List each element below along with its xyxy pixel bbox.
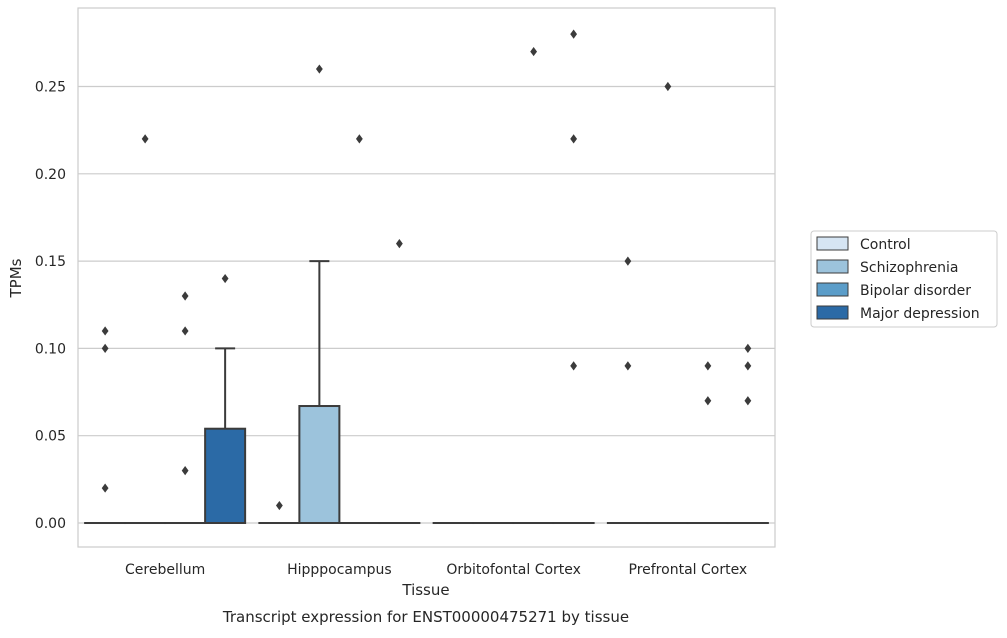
legend-swatch-control <box>817 237 848 250</box>
legend-label-bipolar-disorder: Bipolar disorder <box>860 283 971 299</box>
y-tick-label: 0.15 <box>35 254 66 270</box>
legend-label-major-depression: Major depression <box>860 306 980 322</box>
outlier-point <box>570 30 577 39</box>
outlier-point <box>276 501 283 510</box>
outlier-point <box>182 291 189 300</box>
box-body <box>299 406 339 523</box>
outliers <box>102 30 752 511</box>
x-tick-label: Orbitofontal Cortex <box>446 562 581 578</box>
outlier-point <box>744 361 751 370</box>
gridlines <box>78 87 775 524</box>
chart-caption: Transcript expression for ENST0000047527… <box>222 608 629 626</box>
outlier-point <box>624 257 631 266</box>
outlier-point <box>182 466 189 475</box>
x-axis-label: Tissue <box>401 581 449 599</box>
outlier-point <box>744 396 751 405</box>
y-tick-label: 0.05 <box>35 429 66 445</box>
x-tick-label: Prefrontal Cortex <box>629 562 748 578</box>
legend-label-schizophrenia: Schizophrenia <box>860 260 958 276</box>
outlier-point <box>316 64 323 73</box>
outlier-point <box>222 274 229 283</box>
legend-swatch-major-depression <box>817 306 848 319</box>
legend-label-control: Control <box>860 237 911 253</box>
y-tick-label: 0.00 <box>35 516 66 532</box>
outlier-point <box>102 483 109 492</box>
outlier-point <box>744 344 751 353</box>
legend: Control Schizophrenia Bipolar disorder Majo… <box>811 231 997 327</box>
outlier-point <box>570 361 577 370</box>
outlier-point <box>396 239 403 248</box>
outlier-point <box>142 134 149 143</box>
y-tick-label: 0.20 <box>35 167 66 183</box>
outlier-point <box>704 396 711 405</box>
boxes <box>85 261 768 523</box>
outlier-point <box>624 361 631 370</box>
y-tick-label: 0.10 <box>35 341 66 357</box>
outlier-point <box>704 361 711 370</box>
outlier-point <box>664 82 671 91</box>
y-tick-labels: 0.00 0.05 0.10 0.15 0.20 0.25 <box>35 80 66 533</box>
box-major-depression-cerebellum <box>205 348 245 523</box>
x-tick-label: Cerebellum <box>125 562 205 578</box>
outlier-point <box>570 134 577 143</box>
y-tick-label: 0.25 <box>35 80 66 96</box>
outlier-point <box>530 47 537 56</box>
legend-swatch-schizophrenia <box>817 260 848 273</box>
outlier-point <box>356 134 363 143</box>
x-tick-label: Hipppocampus <box>287 562 392 578</box>
plot-frame <box>78 8 775 547</box>
x-tick-labels: Cerebellum Hipppocampus Orbitofontal Corte… <box>125 562 747 578</box>
outlier-point <box>102 326 109 335</box>
y-axis-label: TPMs <box>7 258 25 298</box>
legend-swatch-bipolar-disorder <box>817 283 848 296</box>
box-schizophrenia-hipppocampus <box>299 261 339 523</box>
box-body <box>205 429 245 523</box>
outlier-point <box>182 326 189 335</box>
outlier-point <box>102 344 109 353</box>
